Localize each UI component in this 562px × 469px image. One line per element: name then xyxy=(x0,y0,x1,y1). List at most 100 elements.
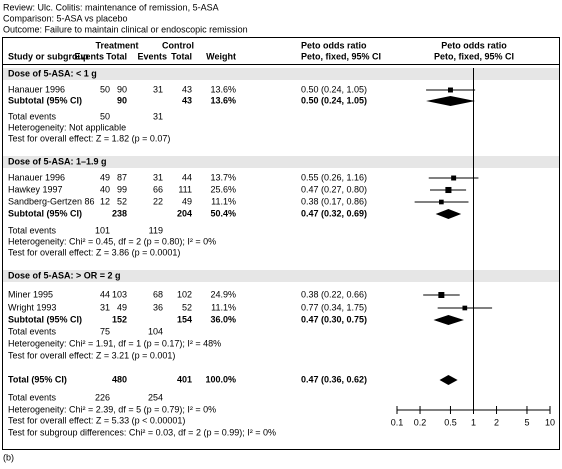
group-band xyxy=(3,270,559,282)
row-label: Test for overall effect: Z = 3.86 (p = 0… xyxy=(8,247,180,257)
cell: 50 xyxy=(100,111,110,121)
column-header: Weight xyxy=(206,51,236,61)
column-header: Peto, fixed, 95% CI xyxy=(301,51,381,61)
cell: 31 xyxy=(153,111,163,121)
review: Review: Ulc. Colitis: maintenance of rem… xyxy=(3,2,219,12)
cell: 0.38 (0.17, 0.86) xyxy=(301,196,367,206)
cell: 12 xyxy=(100,196,110,206)
cell: 254 xyxy=(148,392,163,402)
row-label: Heterogeneity: Chi² = 0.45, df = 2 (p = … xyxy=(8,236,216,246)
estimate-square xyxy=(462,305,468,311)
cell: 24.9% xyxy=(210,289,236,299)
cell: 204 xyxy=(177,208,192,218)
row-label: Subtotal (95% CI) xyxy=(8,95,82,105)
cell: 25.6% xyxy=(210,184,236,194)
cell: 31 xyxy=(100,302,110,312)
cell: 11.1% xyxy=(211,196,236,206)
cell: 13.7% xyxy=(210,172,236,182)
cell: 31 xyxy=(153,172,163,182)
cell: 75 xyxy=(100,326,110,336)
summary-diamond xyxy=(439,375,458,385)
cell: 0.47 (0.32, 0.69) xyxy=(301,208,367,218)
row-label: Subtotal (95% CI) xyxy=(8,314,82,324)
cell: 154 xyxy=(177,314,192,324)
summary-diamond xyxy=(426,96,476,106)
comparison: Comparison: 5-ASA vs placebo xyxy=(3,13,128,23)
row-label: Heterogeneity: Chi² = 1.91, df = 1 (p = … xyxy=(8,338,221,348)
cell: 49 xyxy=(117,302,127,312)
cell: 0.38 (0.22, 0.66) xyxy=(301,289,367,299)
row-label: Test for overall effect: Z = 1.82 (p = 0… xyxy=(8,133,170,143)
cell: 104 xyxy=(148,326,163,336)
cell: 0.47 (0.36, 0.62) xyxy=(301,374,367,384)
x-tick-label: 1 xyxy=(471,417,476,427)
cell: 90 xyxy=(117,95,127,105)
row-label: Total events xyxy=(8,326,57,336)
cell: 43 xyxy=(182,95,192,105)
row-label: Sandberg-Gertzen 86 xyxy=(8,196,95,206)
cell: 50.4% xyxy=(210,208,236,218)
row-label: Miner 1995 xyxy=(8,289,53,299)
cell: 238 xyxy=(112,208,127,218)
cell: 0.55 (0.26, 1.16) xyxy=(301,172,367,182)
cell: 152 xyxy=(112,314,127,324)
cell: 0.50 (0.24, 1.05) xyxy=(301,84,367,94)
column-header: Events xyxy=(137,51,167,61)
cell: 52 xyxy=(182,302,192,312)
group-header: Treatment xyxy=(95,40,138,50)
outcome: Outcome: Failure to maintain clinical or… xyxy=(3,24,248,34)
cell: 0.50 (0.24, 1.05) xyxy=(301,95,367,105)
cell: 40 xyxy=(100,184,110,194)
row-label: Heterogeneity: Not applicable xyxy=(8,122,126,132)
estimate-square xyxy=(451,175,457,181)
cell: 480 xyxy=(112,374,127,384)
group-header: Peto odds ratio xyxy=(441,40,507,50)
cell: 44 xyxy=(100,289,110,299)
row-label: Subtotal (95% CI) xyxy=(8,208,82,218)
cell: 36.0% xyxy=(210,314,236,324)
estimate-square xyxy=(438,292,445,298)
summary-diamond xyxy=(435,209,462,219)
group-header: Control xyxy=(162,40,194,50)
cell: 99 xyxy=(117,184,127,194)
x-tick-label: 0.1 xyxy=(391,417,404,427)
cell: 44 xyxy=(182,172,192,182)
x-tick-label: 10 xyxy=(545,417,555,427)
row-label: Hanauer 1996 xyxy=(8,172,65,182)
row-label: Total events xyxy=(8,392,57,402)
estimate-square xyxy=(439,199,444,205)
cell: 119 xyxy=(149,225,163,235)
column-header: Events xyxy=(74,51,104,61)
column-header: Total xyxy=(171,51,192,61)
cell: 111 xyxy=(178,184,192,194)
cell: 100.0% xyxy=(205,374,236,384)
row-label: Test for overall effect: Z = 3.21 (p = 0… xyxy=(8,350,175,360)
x-tick-label: 0.5 xyxy=(444,417,457,427)
row-label: Dose of 5-ASA: < 1 g xyxy=(8,68,97,78)
x-tick-label: 5 xyxy=(524,417,529,427)
row-label: Test for subgroup differences: Chi² = 0.… xyxy=(8,427,276,437)
cell: 13.6% xyxy=(210,84,236,94)
column-header: Study or subgroup xyxy=(8,51,89,61)
group-band xyxy=(3,68,559,80)
cell: 0.47 (0.27, 0.80) xyxy=(301,184,367,194)
caption: (b) xyxy=(3,452,14,462)
row-label: Hawkey 1997 xyxy=(8,184,63,194)
cell: 102 xyxy=(177,289,192,299)
summary-diamond xyxy=(433,315,464,325)
group-header: Peto odds ratio xyxy=(301,40,367,50)
row-label: Total events xyxy=(8,111,57,121)
cell: 49 xyxy=(182,196,192,206)
cell: 50 xyxy=(100,84,110,94)
estimate-square xyxy=(447,87,453,93)
row-label: Test for overall effect: Z = 5.33 (p < 0… xyxy=(8,415,185,425)
cell: 0.77 (0.34, 1.75) xyxy=(301,302,367,312)
row-label: Hanauer 1996 xyxy=(8,84,65,94)
row-label: Total (95% CI) xyxy=(8,374,67,384)
row-label: Dose of 5-ASA: 1–1.9 g xyxy=(8,156,107,166)
cell: 13.6% xyxy=(210,95,236,105)
row-label: Wright 1993 xyxy=(8,302,56,312)
cell: 66 xyxy=(153,184,163,194)
